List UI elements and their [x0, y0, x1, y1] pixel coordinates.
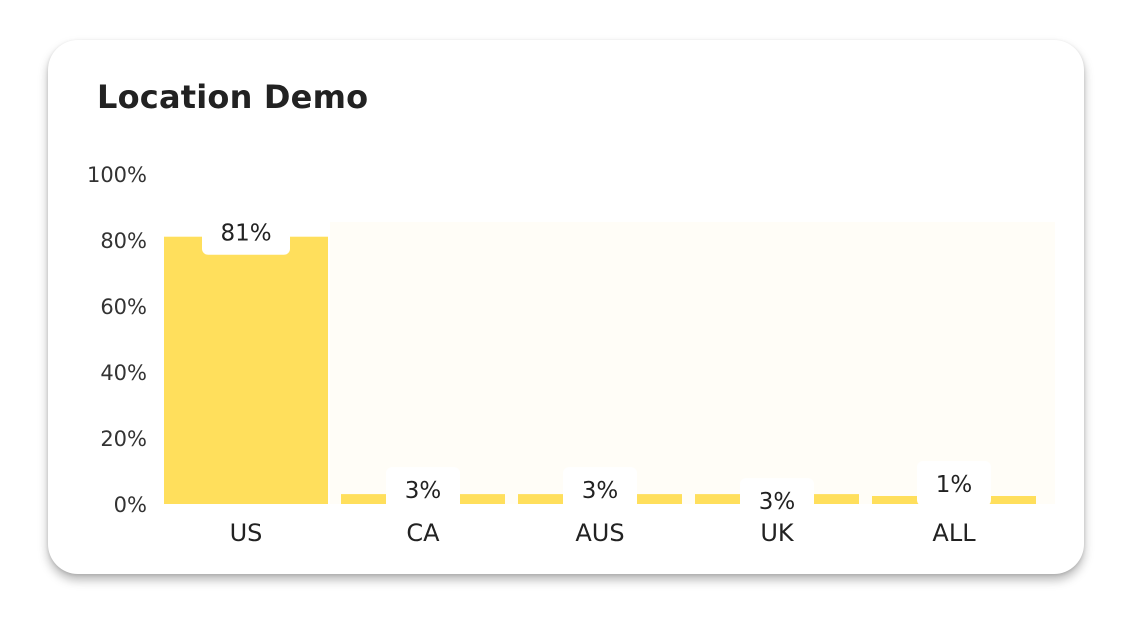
- data-label-uk: 3%: [759, 489, 796, 515]
- bars: 81% 3% 3% 3% 1%: [164, 209, 1036, 524]
- x-axis: US CA AUS UK ALL: [230, 519, 977, 547]
- x-tick-label-all: ALL: [932, 519, 976, 547]
- data-label-box: [563, 467, 637, 513]
- y-tick-label: 40%: [100, 361, 147, 385]
- data-label-aus: 3%: [582, 478, 619, 504]
- bar-us[interactable]: [164, 236, 328, 504]
- y-tick-label: 60%: [100, 295, 147, 319]
- y-tick-label: 100%: [87, 163, 147, 187]
- data-label-box: [740, 478, 814, 524]
- data-label-all: 1%: [936, 472, 973, 498]
- x-tick-label-ca: CA: [406, 519, 440, 547]
- chart-title: Location Demo: [97, 78, 369, 116]
- data-label-box: [917, 461, 991, 506]
- y-axis: 0% 20% 40% 60% 80% 100%: [87, 163, 147, 517]
- x-tick-label-uk: UK: [760, 519, 795, 547]
- data-label-box: [386, 467, 460, 513]
- data-label-us: 81%: [220, 221, 271, 247]
- data-label-box: [202, 209, 290, 255]
- x-tick-label-us: US: [230, 519, 263, 547]
- hover-highlight-band: [330, 222, 1055, 504]
- y-tick-label: 80%: [100, 229, 147, 253]
- x-tick-label-aus: AUS: [575, 519, 624, 547]
- y-tick-label: 0%: [114, 493, 147, 517]
- data-label-ca: 3%: [405, 478, 442, 504]
- y-tick-label: 20%: [100, 427, 147, 451]
